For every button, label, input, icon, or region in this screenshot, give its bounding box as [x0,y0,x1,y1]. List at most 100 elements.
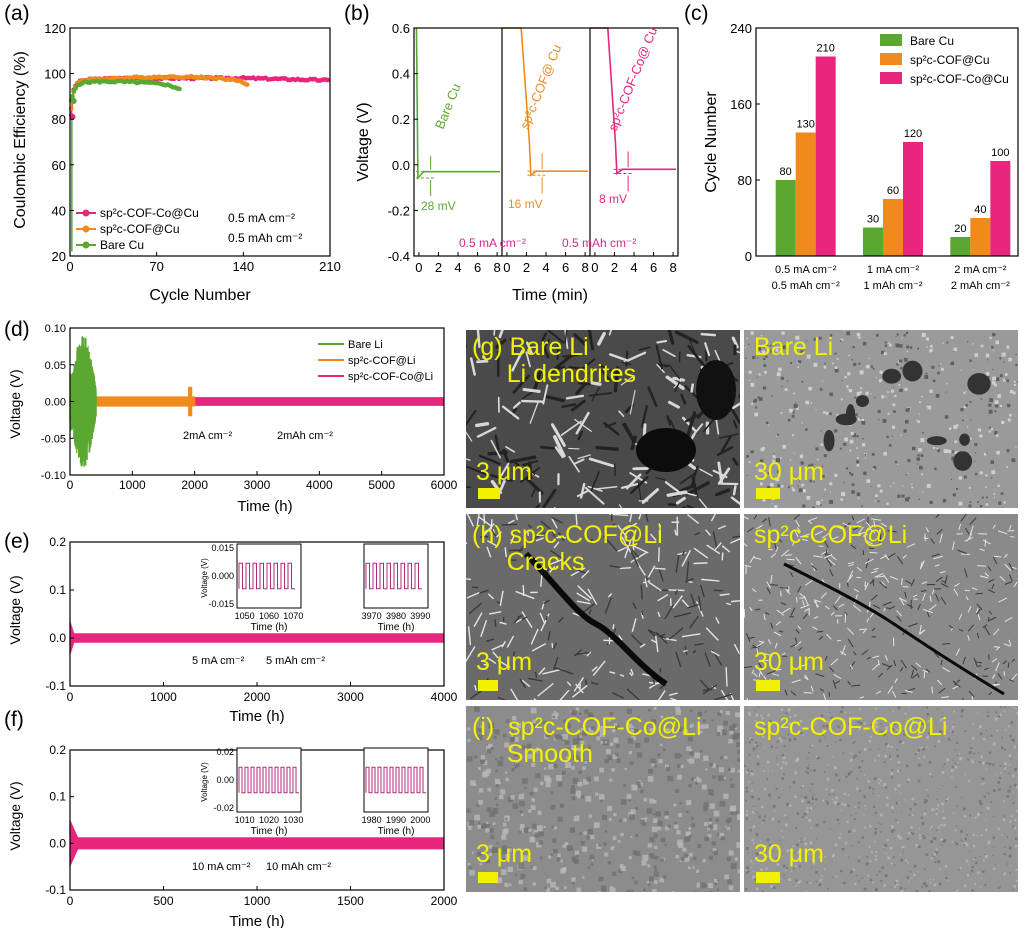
texture-strand [952,541,955,550]
texture-grain [512,715,517,721]
texture-grain [868,845,871,848]
texture-grain [746,474,748,477]
texture-grain [857,418,861,421]
texture-strand [630,435,637,451]
texture-grain [787,418,791,422]
texture-grain [754,810,756,813]
texture-strand [751,645,761,649]
texture-strand [829,666,835,673]
texture-grain [748,343,750,345]
texture-grain [745,770,748,774]
texture-strand [501,523,518,526]
texture-grain [990,428,994,431]
texture-grain [771,770,773,772]
texture-grain [467,862,471,866]
texture-grain [745,799,747,802]
texture-grain [888,342,890,344]
texture-grain [754,709,756,711]
texture-grain [470,780,476,786]
dark-void [636,428,696,472]
texture-grain [809,790,811,792]
texture-grain [678,727,683,732]
bar-value-label: 40 [974,204,986,216]
texture-grain [933,447,935,449]
texture-grain [921,395,923,398]
texture-grain [983,795,986,798]
texture-grain [832,756,834,758]
texture-grain [880,880,883,883]
texture-grain [766,486,771,490]
texture-grain [798,840,800,842]
texture-strand [511,349,524,372]
texture-grain [968,863,970,865]
texture-grain [931,776,933,778]
texture-grain [687,736,693,742]
texture-strand [997,673,1003,680]
x-tick-label: 1000 [119,478,146,492]
chart-f-xlabel: Time (h) [229,913,284,928]
texture-grain [899,359,903,363]
texture-grain [684,836,691,842]
texture-grain [653,880,658,884]
texture-strand [967,624,975,632]
texture-grain [872,787,875,790]
texture-grain [683,853,688,858]
texture-grain [927,881,929,883]
texture-grain [1005,373,1008,376]
texture-grain [818,884,821,887]
texture-grain [548,855,552,859]
x-tick-label: 3000 [337,690,364,704]
texture-strand [497,659,511,668]
texture-grain [868,786,872,790]
texture-strand [476,330,481,349]
texture-grain [708,855,714,860]
texture-strand [771,673,780,677]
texture-grain [825,411,829,415]
texture-grain [879,813,883,817]
texture-strand [766,581,772,589]
texture-strand [655,476,666,481]
texture-strand [587,485,603,492]
texture-grain [890,758,892,761]
texture-grain [486,748,492,754]
texture-grain [832,362,834,365]
texture-grain [577,794,581,799]
texture-grain [870,851,873,854]
texture-grain [590,835,595,840]
texture-grain [558,735,563,740]
texture-strand [748,636,755,639]
texture-grain [665,728,670,733]
texture-grain [849,719,851,721]
texture-grain [873,777,877,781]
texture-grain [649,837,655,842]
texture-grain [998,788,1001,791]
texture-strand [853,588,859,593]
texture-grain [512,803,519,810]
texture-grain [979,761,982,764]
texture-grain [798,480,800,482]
x-tick-label: 210 [319,259,341,274]
texture-grain [770,745,774,749]
texture-strand [630,668,634,675]
texture-grain [699,882,706,889]
texture-grain [655,811,661,817]
texture-grain [793,404,798,409]
texture-strand [519,678,527,688]
texture-grain [917,454,920,457]
texture-grain [1001,833,1003,836]
texture-grain [809,882,812,884]
texture-grain [782,761,785,764]
texture-grain [897,769,900,773]
texture-grain [944,415,949,419]
texture-grain [1009,785,1012,788]
texture-grain [758,351,760,354]
texture-strand [542,668,563,675]
texture-grain [929,836,931,838]
texture-strand [956,679,961,683]
texture-grain [504,882,509,888]
texture-grain [913,732,915,734]
texture-grain [754,720,757,723]
texture-grain [667,824,671,828]
texture-grain [963,884,967,888]
texture-grain [930,840,934,844]
